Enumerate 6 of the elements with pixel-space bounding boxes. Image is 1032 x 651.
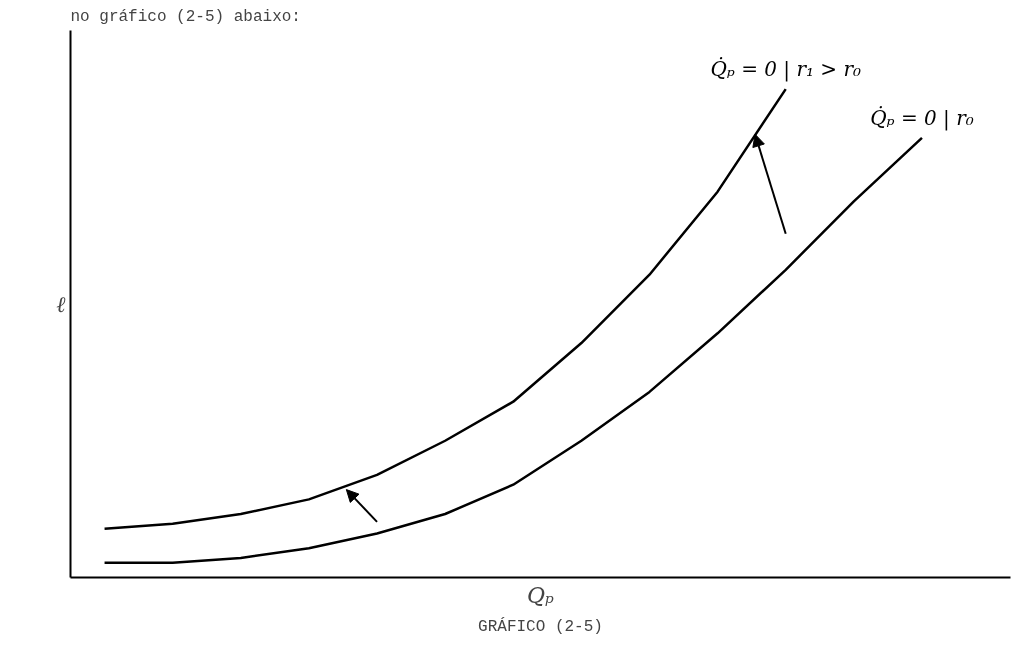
text: GRÁFICO (2-5) <box>478 616 603 636</box>
y-axis-title: ℓ <box>56 291 67 317</box>
series-label: Q̇ₚ = 0 | r₀ <box>870 105 974 131</box>
series-label: Q̇ₚ = 0 | r₁ > r₀ <box>710 57 862 83</box>
x-axis-title: Qₚ <box>527 582 555 608</box>
chart-title: no gráfico (2-5) abaixo: <box>70 7 301 26</box>
